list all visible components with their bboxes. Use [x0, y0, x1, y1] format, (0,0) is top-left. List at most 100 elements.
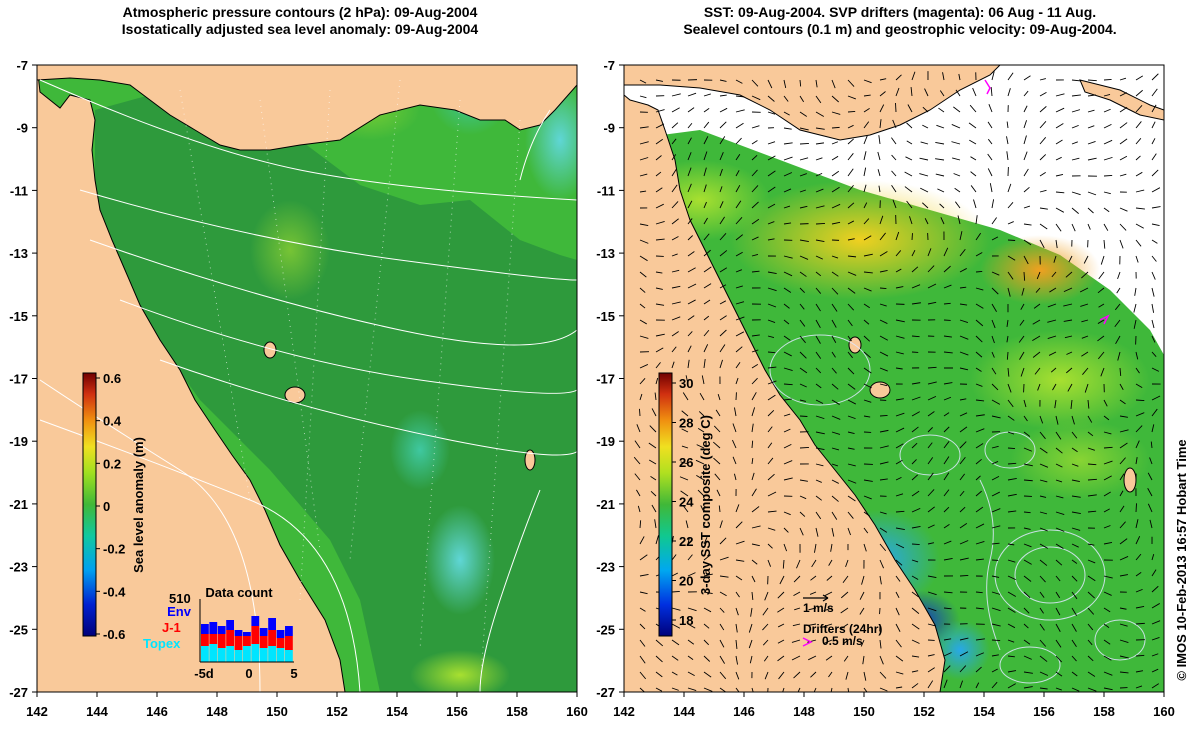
x-tick-label: 148	[206, 704, 228, 719]
velocity-arrow	[831, 383, 839, 390]
y-tick-label: -17	[596, 372, 615, 387]
velocity-arrow	[1071, 591, 1078, 600]
sla-blob	[250, 200, 330, 300]
velocity-arrow	[895, 87, 900, 97]
velocity-arrow	[879, 119, 882, 129]
velocity-arrow	[987, 121, 993, 129]
colorbar-tick-label: 0	[103, 499, 110, 514]
velocity-arrow	[825, 655, 833, 661]
velocity-arrow	[919, 157, 929, 161]
velocity-arrow	[847, 495, 856, 502]
velocity-arrow	[990, 87, 993, 97]
velocity-arrow	[655, 377, 659, 385]
velocity-arrow	[815, 271, 822, 277]
velocity-arrow	[1055, 107, 1065, 113]
velocity-arrow	[943, 489, 950, 497]
velocity-arrow	[991, 525, 1001, 529]
velocity-arrow	[1007, 88, 1011, 97]
velocity-arrow	[895, 286, 904, 289]
velocity-arrow	[1055, 239, 1058, 249]
velocity-arrow	[991, 399, 1001, 405]
velocity-arrow	[1087, 575, 1096, 582]
velocity-arrow	[943, 591, 953, 594]
velocity-arrow	[735, 200, 742, 209]
velocity-arrow	[655, 155, 662, 161]
velocity-arrow	[1035, 287, 1041, 293]
velocity-arrow	[735, 504, 740, 513]
velocity-arrow	[927, 524, 935, 529]
velocity-arrow	[1039, 607, 1044, 614]
velocity-arrow	[991, 591, 1001, 595]
colorbar-tick-label: 24	[679, 495, 694, 510]
velocity-arrow	[1071, 94, 1081, 97]
velocity-arrow	[671, 154, 677, 161]
velocity-arrow	[703, 687, 713, 692]
velocity-arrow	[1023, 527, 1031, 530]
velocity-arrow	[703, 107, 710, 113]
velocity-arrow	[719, 79, 727, 82]
velocity-arrow	[750, 607, 753, 617]
velocity-arrow	[1063, 287, 1073, 293]
velocity-arrow	[1039, 136, 1047, 145]
velocity-arrow	[794, 607, 801, 611]
data-count-bar	[201, 646, 209, 662]
legend-topex: Topex	[143, 636, 181, 651]
velocity-arrow	[782, 687, 785, 692]
velocity-arrow	[1051, 271, 1057, 278]
velocity-arrow	[831, 126, 840, 129]
velocity-arrow	[847, 479, 857, 484]
velocity-arrow	[703, 537, 708, 545]
velocity-arrow	[895, 412, 905, 417]
velocity-arrow	[767, 543, 773, 549]
velocity-arrow	[831, 495, 839, 502]
velocity-arrow	[959, 473, 966, 481]
y-tick-label: -7	[603, 58, 615, 73]
velocity-arrow	[922, 106, 929, 113]
velocity-arrow	[1039, 189, 1047, 193]
velocity-arrow	[762, 639, 769, 646]
velocity-arrow	[815, 95, 822, 104]
velocity-arrow	[927, 667, 935, 673]
velocity-arrow	[975, 458, 982, 465]
velocity-arrow	[1071, 559, 1078, 564]
velocity-arrow	[831, 511, 838, 520]
velocity-arrow	[639, 408, 641, 417]
velocity-arrow	[1103, 399, 1108, 407]
velocity-arrow	[927, 607, 937, 612]
x-tick-label: 154	[386, 704, 408, 719]
velocity-arrow	[783, 383, 793, 386]
velocity-arrow	[735, 540, 745, 545]
x-tick-label: 146	[733, 704, 755, 719]
velocity-arrow	[970, 185, 977, 193]
data-count-xtick: -5d	[194, 666, 214, 681]
velocity-arrow	[895, 351, 904, 355]
velocity-arrow	[991, 475, 1000, 481]
velocity-arrow	[863, 383, 872, 389]
velocity-arrow	[735, 559, 745, 562]
velocity-arrow	[975, 383, 983, 387]
velocity-arrow	[1151, 585, 1159, 593]
velocity-arrow	[703, 315, 710, 321]
velocity-arrow	[639, 223, 649, 227]
velocity-arrow	[1055, 511, 1065, 515]
velocity-arrow	[735, 79, 743, 84]
velocity-arrow	[1103, 139, 1113, 145]
velocity-arrow	[634, 440, 641, 449]
velocity-arrow	[680, 461, 689, 465]
velocity-arrow	[671, 316, 681, 321]
velocity-arrow	[815, 127, 825, 130]
velocity-arrow	[1151, 239, 1158, 244]
velocity-arrow	[1071, 671, 1078, 677]
velocity-arrow	[831, 527, 835, 537]
velocity-arrow	[1135, 383, 1143, 389]
velocity-arrow	[719, 639, 725, 648]
velocity-arrow	[1019, 351, 1025, 360]
velocity-arrow	[970, 156, 977, 161]
velocity-arrow	[991, 199, 995, 209]
velocity-arrow	[655, 639, 664, 647]
velocity-arrow	[911, 382, 921, 385]
velocity-arrow	[654, 392, 657, 401]
velocity-arrow	[687, 537, 690, 545]
velocity-arrow	[767, 442, 773, 449]
velocity-arrow	[1103, 655, 1112, 661]
